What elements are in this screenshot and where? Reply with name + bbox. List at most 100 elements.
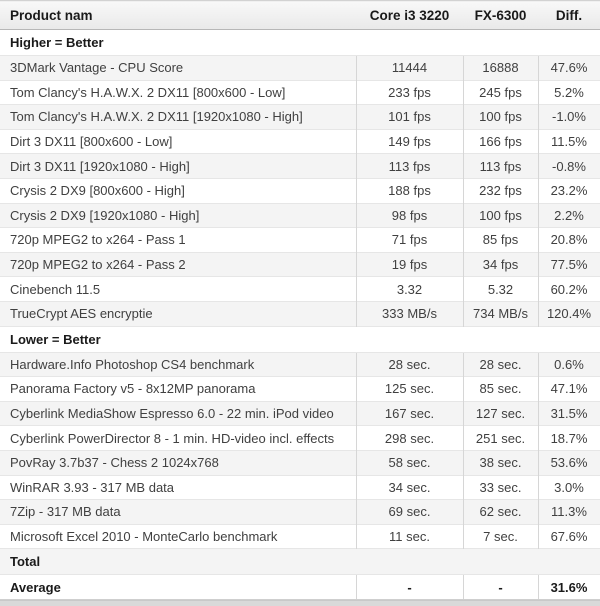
table-body: Higher = Better 3DMark Vantage - CPU Scor…: [0, 29, 600, 600]
fx-6300-value-cell: 85 sec.: [462, 376, 538, 402]
product-name-cell: TrueCrypt AES encryptie: [0, 300, 356, 327]
table-row: Microsoft Excel 2010 - MonteCarlo benchm…: [0, 523, 600, 549]
core-i3-3220-value-cell: 113 fps: [355, 153, 463, 179]
product-name-cell: Crysis 2 DX9 [800x600 - High]: [0, 177, 356, 204]
diff-value-cell: 47.1%: [537, 376, 600, 402]
fx-6300-value-cell: 34 fps: [462, 251, 538, 277]
product-name-cell: Panorama Factory v5 - 8x12MP panorama: [0, 376, 356, 402]
diff-value-cell: -0.8%: [537, 153, 600, 179]
core-i3-3220-value-cell: 11 sec.: [355, 523, 463, 549]
diff-value-cell: 11.3%: [537, 499, 600, 525]
table-row: Crysis 2 DX9 [800x600 - High] 188 fps 232 …: [0, 177, 600, 204]
product-name-cell: Cinebench 11.5: [0, 276, 356, 302]
core-i3-3220-value-cell: 188 fps: [355, 177, 463, 204]
product-name-cell: WinRAR 3.93 - 317 MB data: [0, 474, 356, 500]
diff-value-cell: 31.6%: [537, 574, 600, 600]
product-name-cell: Cyberlink MediaShow Espresso 6.0 - 22 mi…: [0, 400, 356, 426]
diff-value-cell: 20.8%: [537, 227, 600, 253]
table-row: Panorama Factory v5 - 8x12MP panorama 125…: [0, 376, 600, 402]
table-row: 720p MPEG2 to x264 - Pass 1 71 fps 85 fps 2…: [0, 227, 600, 253]
diff-value-cell: 11.5%: [537, 128, 600, 154]
fx-6300-value-cell: 7 sec.: [462, 523, 538, 549]
core-i3-3220-value-cell: 58 sec.: [355, 449, 463, 475]
fx-6300-value-cell: 734 MB/s: [462, 300, 538, 327]
core-i3-3220-value-cell: 125 sec.: [355, 376, 463, 402]
product-name-cell: 7Zip - 317 MB data: [0, 499, 356, 525]
fx-6300-value-cell: 251 sec.: [462, 425, 538, 451]
header-row: Product nam Core i3 3220 FX-6300 Diff.: [0, 0, 600, 30]
table-row: 720p MPEG2 to x264 - Pass 2 19 fps 34 fps 7…: [0, 251, 600, 277]
fx-6300-value-cell: 33 sec.: [462, 474, 538, 500]
column-header-core-i3-3220: Core i3 3220: [356, 0, 463, 30]
fx-6300-value-cell: 5.32: [462, 276, 538, 302]
core-i3-3220-value-cell: 167 sec.: [355, 400, 463, 426]
column-header-fx-6300: FX-6300: [463, 0, 538, 30]
core-i3-3220-value-cell: 149 fps: [355, 128, 463, 154]
table-row: Tom Clancy's H.A.W.X. 2 DX11 [1920x1080 …: [0, 104, 600, 130]
fx-6300-value-cell: 113 fps: [462, 153, 538, 179]
fx-6300-value-cell: 38 sec.: [462, 449, 538, 475]
diff-value-cell: 120.4%: [537, 300, 600, 327]
column-header-product-name: Product nam: [0, 0, 356, 30]
diff-value-cell: 47.6%: [537, 55, 600, 81]
core-i3-3220-value-cell: -: [355, 574, 463, 600]
core-i3-3220-value-cell: 233 fps: [355, 79, 463, 105]
diff-value-cell: 18.7%: [537, 425, 600, 451]
core-i3-3220-value-cell: 11444: [355, 55, 463, 81]
core-i3-3220-value-cell: 101 fps: [355, 104, 463, 130]
fx-6300-value-cell: 100 fps: [462, 104, 538, 130]
table-row: Crysis 2 DX9 [1920x1080 - High] 98 fps 100…: [0, 202, 600, 228]
diff-value-cell: 60.2%: [537, 276, 600, 302]
table-row: TrueCrypt AES encryptie 333 MB/s 734 MB/s 1…: [0, 300, 600, 327]
fx-6300-value-cell: 16888: [462, 55, 538, 81]
core-i3-3220-value-cell: 34 sec.: [355, 474, 463, 500]
average-row: Average - -31.6%: [0, 574, 600, 600]
product-name-cell: PovRay 3.7b37 - Chess 2 1024x768: [0, 449, 356, 475]
product-name-cell: Microsoft Excel 2010 - MonteCarlo benchm…: [0, 523, 356, 549]
fx-6300-value-cell: 232 fps: [462, 177, 538, 204]
diff-value-cell: 2.2%: [537, 202, 600, 228]
diff-value-cell: 77.5%: [537, 251, 600, 277]
table-row: Cinebench 11.5 3.32 5.32 60.2%: [0, 276, 600, 302]
product-name-cell: Crysis 2 DX9 [1920x1080 - High]: [0, 202, 356, 228]
table-row: 3DMark Vantage - CPU Score 11444 16888 47.6…: [0, 55, 600, 81]
table-row: Hardware.Info Photoshop CS4 benchmark 28 …: [0, 351, 600, 377]
section-label: Lower = Better: [0, 325, 600, 353]
fx-6300-value-cell: 62 sec.: [462, 499, 538, 525]
core-i3-3220-value-cell: 71 fps: [355, 227, 463, 253]
diff-value-cell: 31.5%: [537, 400, 600, 426]
product-name-cell: Hardware.Info Photoshop CS4 benchmark: [0, 351, 356, 377]
table-row: 7Zip - 317 MB data 69 sec. 62 sec. 11.3%: [0, 499, 600, 525]
section-header-row: Higher = Better: [0, 29, 600, 56]
diff-value-cell: 5.2%: [537, 79, 600, 105]
table-row: Dirt 3 DX11 [800x600 - Low] 149 fps 166 fp…: [0, 128, 600, 154]
table-row: WinRAR 3.93 - 317 MB data 34 sec. 33 sec. 3…: [0, 474, 600, 500]
core-i3-3220-value-cell: 28 sec.: [355, 351, 463, 377]
product-name-cell: Dirt 3 DX11 [800x600 - Low]: [0, 128, 356, 154]
section-header-row: Total: [0, 548, 600, 575]
fx-6300-value-cell: 166 fps: [462, 128, 538, 154]
table-row: Cyberlink PowerDirector 8 - 1 min. HD-vi…: [0, 425, 600, 451]
fx-6300-value-cell: -: [462, 574, 538, 600]
diff-value-cell: -1.0%: [537, 104, 600, 130]
product-name-cell: 720p MPEG2 to x264 - Pass 1: [0, 227, 356, 253]
diff-value-cell: 3.0%: [537, 474, 600, 500]
table-row: Cyberlink MediaShow Espresso 6.0 - 22 mi…: [0, 400, 600, 426]
fx-6300-value-cell: 28 sec.: [462, 351, 538, 377]
fx-6300-value-cell: 245 fps: [462, 79, 538, 105]
product-name-cell: Average: [0, 574, 356, 600]
fx-6300-value-cell: 100 fps: [462, 202, 538, 228]
table-row: PovRay 3.7b37 - Chess 2 1024x768 58 sec. 3…: [0, 449, 600, 475]
product-name-cell: Tom Clancy's H.A.W.X. 2 DX11 [800x600 - …: [0, 79, 356, 105]
product-name-cell: Tom Clancy's H.A.W.X. 2 DX11 [1920x1080 …: [0, 104, 356, 130]
table-bottom-strip: [0, 599, 600, 606]
diff-value-cell: 0.6%: [537, 351, 600, 377]
product-name-cell: Cyberlink PowerDirector 8 - 1 min. HD-vi…: [0, 425, 356, 451]
table-header: Product nam Core i3 3220 FX-6300 Diff.: [0, 0, 600, 30]
diff-value-cell: 67.6%: [537, 523, 600, 549]
core-i3-3220-value-cell: 98 fps: [355, 202, 463, 228]
core-i3-3220-value-cell: 333 MB/s: [355, 300, 463, 327]
table-row: Dirt 3 DX11 [1920x1080 - High] 113 fps 113…: [0, 153, 600, 179]
